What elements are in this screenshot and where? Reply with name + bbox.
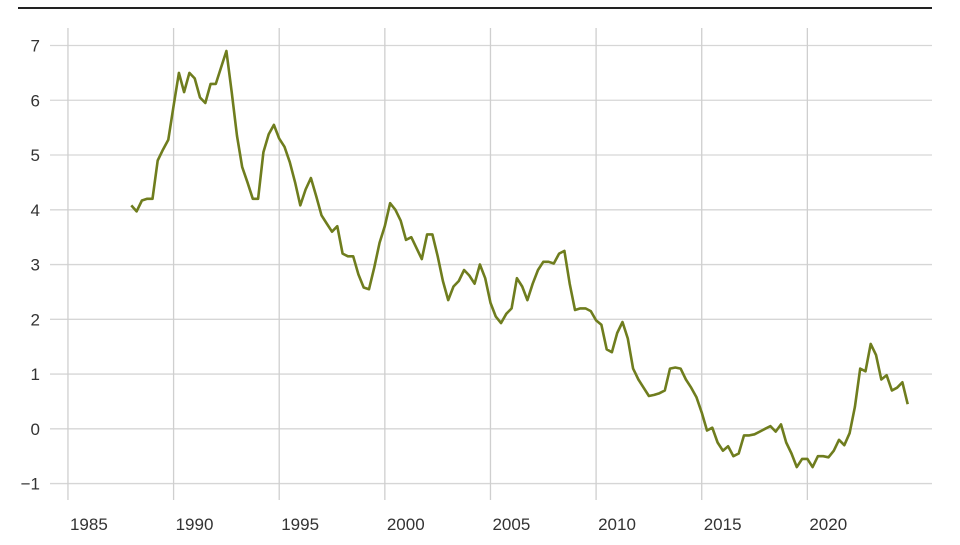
y-tick-label: 5 bbox=[31, 146, 40, 165]
y-tick-label: 1 bbox=[31, 365, 40, 384]
series-line bbox=[130, 49, 909, 469]
x-tick-label: 2000 bbox=[387, 515, 425, 534]
x-tick-label: 1985 bbox=[70, 515, 108, 534]
x-tick-label: 2015 bbox=[704, 515, 742, 534]
y-axis-ticks: −1 0 1 2 3 4 5 6 7 bbox=[21, 37, 40, 494]
x-tick-label: 1990 bbox=[176, 515, 214, 534]
y-tick-label: 2 bbox=[31, 310, 40, 329]
x-tick-label: 1995 bbox=[281, 515, 319, 534]
y-tick-label: 6 bbox=[31, 91, 40, 110]
y-tick-label: 7 bbox=[31, 37, 40, 56]
series bbox=[130, 49, 909, 469]
gridlines bbox=[50, 28, 932, 500]
y-tick-label: 4 bbox=[31, 201, 40, 220]
x-axis-ticks: 1985 1990 1995 2000 2005 2010 2015 2020 bbox=[70, 515, 847, 534]
x-tick-label: 2020 bbox=[809, 515, 847, 534]
y-tick-label: 0 bbox=[31, 420, 40, 439]
y-tick-label: 3 bbox=[31, 256, 40, 275]
x-tick-label: 2005 bbox=[492, 515, 530, 534]
x-tick-label: 2010 bbox=[598, 515, 636, 534]
y-tick-label: −1 bbox=[21, 475, 40, 494]
